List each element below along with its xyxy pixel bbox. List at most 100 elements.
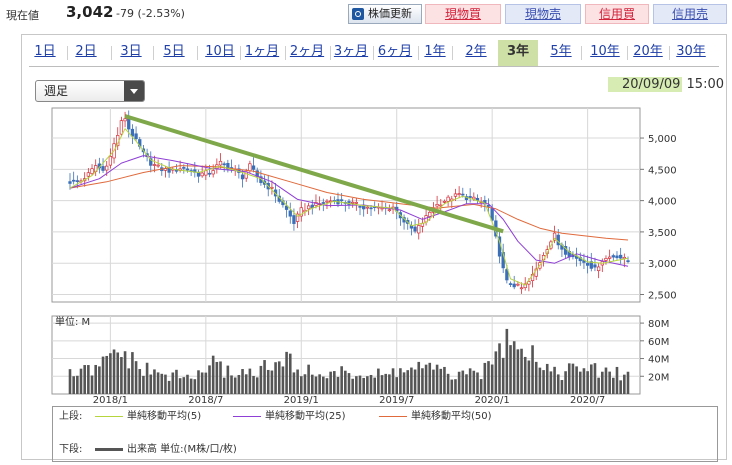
candle-body: [200, 172, 204, 177]
margin-sell-button[interactable]: 信用売: [653, 4, 727, 24]
volume-bar: [134, 361, 138, 394]
tab-30y[interactable]: 30年: [676, 44, 706, 59]
volume-bar: [259, 365, 263, 394]
tab-20y[interactable]: 20年: [633, 44, 663, 59]
volume-bar: [333, 371, 336, 394]
candle-body: [585, 262, 590, 266]
candle-body: [626, 260, 630, 263]
tab-1m[interactable]: 1ヶ月: [244, 44, 280, 59]
tab-3y[interactable]: 3年: [498, 40, 538, 66]
volume-bar: [421, 368, 424, 394]
volume-bar: [90, 375, 94, 394]
volume-bar: [226, 365, 230, 394]
candle-body: [306, 205, 311, 210]
x-tick-label: 2018/7: [188, 395, 223, 406]
candle-body: [523, 283, 527, 289]
tab-10d[interactable]: 10日: [205, 44, 235, 59]
volume-bar: [615, 366, 619, 394]
volume-bar: [131, 352, 134, 394]
spot-buy-button[interactable]: 現物買: [425, 4, 501, 24]
tab-1y[interactable]: 1年: [424, 44, 446, 59]
candle-body: [321, 202, 325, 204]
volume-bar: [178, 378, 182, 394]
volume-bar: [145, 362, 149, 394]
volume-bar: [597, 377, 600, 394]
volume-bar: [564, 371, 567, 394]
candle-body: [387, 209, 392, 212]
candle-body: [417, 225, 421, 234]
volume-bar: [549, 371, 553, 394]
volume-bar: [189, 378, 193, 394]
candle-body: [512, 283, 516, 288]
volume-bar: [435, 364, 439, 394]
volume-bar: [116, 352, 120, 394]
refresh-icon: [352, 8, 364, 20]
volume-bar: [362, 377, 365, 394]
volume-bar: [83, 365, 86, 394]
volume-bar: [413, 369, 417, 394]
candle-body: [472, 196, 476, 200]
candle-body: [486, 204, 491, 207]
volume-bar: [156, 372, 160, 394]
tab-3m[interactable]: 3ヶ月: [333, 44, 369, 59]
candle-body: [218, 160, 223, 166]
volume-bar: [351, 378, 354, 394]
x-tick-label: 2020/7: [570, 395, 605, 406]
candle-body: [134, 133, 138, 140]
volume-bar: [277, 361, 281, 394]
candle-body: [149, 158, 153, 166]
tab-10y[interactable]: 10年: [590, 44, 620, 59]
volume-bar: [424, 364, 428, 394]
legend-ma50: 単純移動平均(50): [373, 410, 492, 424]
volume-bar: [619, 380, 622, 394]
tab-5d[interactable]: 5日: [163, 44, 185, 59]
interval-select[interactable]: 週足: [35, 80, 145, 102]
volume-bar: [450, 379, 454, 394]
volume-bar: [490, 364, 494, 394]
candle-body: [596, 266, 601, 272]
refresh-price-button[interactable]: 株価更新: [348, 4, 422, 24]
volume-bar: [516, 349, 520, 394]
volume-bar: [377, 368, 380, 394]
candle-body: [167, 167, 171, 173]
candle-body: [119, 120, 124, 135]
tab-2m[interactable]: 2ヶ月: [289, 44, 325, 59]
volume-bar: [336, 376, 340, 394]
volume-bar: [76, 375, 79, 394]
legend-ma25: 単純移動平均(25): [227, 410, 346, 424]
volume-bar: [472, 370, 476, 394]
candle-body: [284, 205, 289, 210]
candle-body: [552, 232, 557, 241]
volume-bar: [98, 366, 101, 394]
tab-3d[interactable]: 3日: [120, 44, 142, 59]
volume-bar: [325, 378, 329, 394]
candle-body: [413, 226, 417, 232]
tab-1d[interactable]: 1日: [34, 44, 56, 59]
volume-bar: [299, 376, 303, 394]
volume-bar: [270, 370, 274, 394]
volume-bar: [538, 367, 542, 394]
margin-buy-button[interactable]: 信用買: [585, 4, 649, 24]
volume-bar: [68, 369, 72, 394]
volume-bar: [347, 373, 351, 394]
chart-datetime: 20/09/09 15:00: [608, 77, 724, 95]
tab-2d[interactable]: 2日: [75, 44, 97, 59]
volume-bar: [369, 374, 373, 394]
tab-2y[interactable]: 2年: [465, 44, 487, 59]
volume-bar: [483, 362, 487, 394]
volume-bar: [626, 371, 630, 394]
volume-bar: [527, 360, 531, 394]
volume-bar: [457, 371, 461, 394]
spot-sell-button[interactable]: 現物売: [505, 4, 581, 24]
volume-bar: [186, 374, 189, 394]
volume-bar: [296, 369, 299, 394]
candle-body: [593, 264, 597, 268]
volume-bar: [120, 357, 123, 394]
tab-6m[interactable]: 6ヶ月: [377, 44, 413, 59]
volume-tick-label: 80M: [648, 319, 669, 330]
volume-bar: [167, 380, 171, 394]
volume-bar: [575, 366, 578, 394]
candle-body: [453, 193, 458, 197]
candle-body: [589, 261, 593, 269]
tab-5y[interactable]: 5年: [550, 44, 572, 59]
